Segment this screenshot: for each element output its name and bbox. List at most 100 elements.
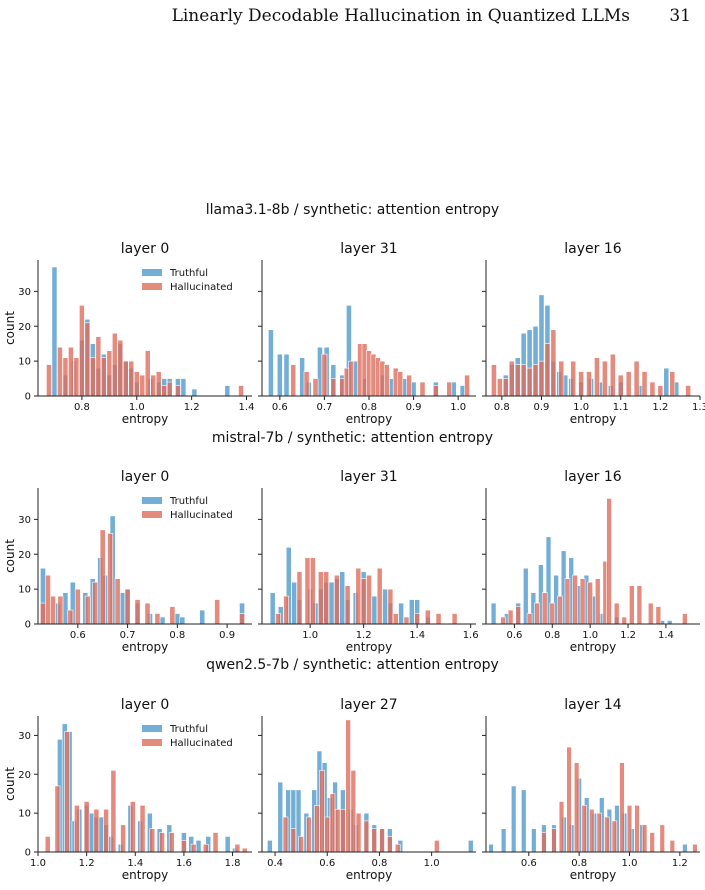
x-tick-label: 1.4: [658, 630, 674, 641]
legend-swatch-hallucinated: [142, 283, 162, 290]
bar-hallucinated: [67, 609, 74, 625]
bar-hallucinated: [625, 371, 632, 397]
bar-hallucinated: [73, 357, 80, 397]
x-tick-label: 1.6: [176, 858, 192, 869]
bar-hallucinated: [363, 820, 370, 853]
bar-truthful: [663, 367, 670, 397]
bar-hallucinated: [596, 812, 602, 853]
bar-hallucinated: [74, 588, 81, 625]
figure-title-llama: llama3.1-8b / synthetic: attention entro…: [205, 202, 500, 218]
bar-hallucinated: [306, 816, 312, 853]
bar-hallucinated: [464, 374, 470, 397]
bar-hallucinated: [303, 371, 310, 397]
x-tick-label: 1.3: [692, 402, 705, 413]
bar-hallucinated: [241, 847, 248, 853]
panel-r2-c1: 0.4 0.6 0.8 1.0 layer 27 entropy: [258, 697, 476, 882]
y-tick-label: 10: [18, 357, 31, 368]
bar-hallucinated: [103, 808, 109, 853]
bar-hallucinated: [298, 836, 304, 853]
bar-hallucinated: [84, 322, 91, 397]
bar-hallucinated: [144, 350, 151, 397]
x-tick-label: 1.0: [30, 858, 46, 869]
bar-truthful: [277, 781, 284, 853]
bar-truthful: [488, 843, 494, 853]
bar-hallucinated: [425, 609, 431, 625]
bar-truthful: [382, 588, 388, 625]
bar-hallucinated: [107, 533, 114, 625]
bar-hallucinated: [634, 805, 640, 853]
bar-hallucinated: [181, 840, 187, 853]
bar-hallucinated: [122, 360, 129, 397]
bar-hallucinated: [117, 339, 124, 397]
bar-hallucinated: [110, 770, 117, 853]
panel-r2-c0: 1.0 1.2 1.4 1.6 1.8 0 10 20 30 layer 0 entropy coun…: [3, 697, 252, 882]
bar-truthful: [328, 581, 335, 625]
bar-hallucinated: [169, 606, 176, 625]
x-tick-label: 0.6: [319, 858, 335, 869]
page-header: Linearly Decodable Hallucination in Quan…: [0, 0, 705, 30]
bar-truthful: [531, 828, 537, 853]
bar-hallucinated: [238, 385, 244, 397]
bar-hallucinated: [541, 832, 547, 853]
bar-hallucinated: [99, 529, 106, 625]
bar-hallucinated: [586, 371, 592, 397]
bar-hallucinated: [526, 367, 533, 397]
bar-hallucinated: [57, 346, 63, 397]
x-tick-label: 1.4: [127, 858, 143, 869]
bar-hallucinated: [44, 836, 51, 853]
bar-hallucinated: [403, 616, 410, 625]
bar-hallucinated: [557, 595, 563, 625]
x-tick-label: 1.0: [573, 402, 589, 413]
bar-hallucinated: [275, 613, 281, 625]
bar-truthful: [291, 581, 297, 625]
bar-hallucinated: [508, 360, 515, 397]
bar-hallucinated: [45, 574, 51, 625]
panel-r1-c2: 0.6 0.8 1.0 1.2 1.4 layer 16 entropy: [482, 469, 700, 654]
bar-hallucinated: [344, 585, 351, 625]
bar-truthful: [511, 785, 517, 853]
panel-r2-c2: 0.6 0.8 1.0 1.2 layer 14 entropy: [482, 697, 700, 882]
legend: Truthful Hallucinated: [142, 724, 233, 749]
panel-title: layer 31: [340, 241, 397, 257]
x-tick-label: 0.8: [169, 630, 185, 641]
bar-hallucinated: [558, 360, 565, 397]
bar-hallucinated: [649, 381, 656, 397]
x-tick-label: 0.8: [74, 402, 90, 413]
bar-hallucinated: [629, 585, 635, 625]
x-tick-label: 1.0: [424, 858, 440, 869]
legend-label-truthful: Truthful: [169, 496, 208, 507]
bar-hallucinated: [602, 360, 608, 397]
x-tick-label: 1.2: [652, 402, 668, 413]
bar-hallucinated: [46, 364, 52, 397]
bar-hallucinated: [657, 385, 664, 397]
panel-r1-c0: 0.6 0.7 0.8 0.9 0 10 20 30 layer 0 entropy count Tr…: [3, 469, 252, 654]
bar-hallucinated: [62, 357, 69, 397]
x-tick-label: 1.0: [129, 402, 145, 413]
bar-hallucinated: [692, 843, 698, 853]
bar-hallucinated: [538, 360, 545, 397]
panel-r0-c0: 0.8 1.0 1.2 1.4 0 10 20 30 layer 0 entropy count Tr…: [3, 241, 254, 426]
panel-title: layer 14: [564, 697, 621, 713]
bar-hallucinated: [379, 828, 385, 853]
bar-hallucinated: [93, 808, 100, 853]
bar-hallucinated: [50, 595, 56, 625]
bar-hallucinated: [544, 343, 551, 397]
bar-hallucinated: [491, 364, 497, 397]
bar-hallucinated: [564, 578, 571, 625]
bar-hallucinated: [609, 353, 616, 397]
y-axis-label: count: [3, 539, 17, 573]
legend-swatch-hallucinated: [142, 739, 162, 746]
bar-hallucinated: [84, 595, 91, 625]
bar-hallucinated: [290, 828, 297, 853]
bar-hallucinated: [534, 602, 540, 625]
bar-hallucinated: [345, 719, 351, 853]
bar-hallucinated: [613, 602, 620, 625]
bar-truthful: [88, 812, 95, 853]
bar-hallucinated: [161, 385, 168, 397]
bar-truthful: [174, 613, 181, 625]
y-tick-label: 20: [18, 770, 31, 781]
bar-hallucinated: [175, 385, 181, 397]
bar-hallucinated: [594, 357, 600, 397]
legend: Truthful Hallucinated: [142, 496, 233, 521]
